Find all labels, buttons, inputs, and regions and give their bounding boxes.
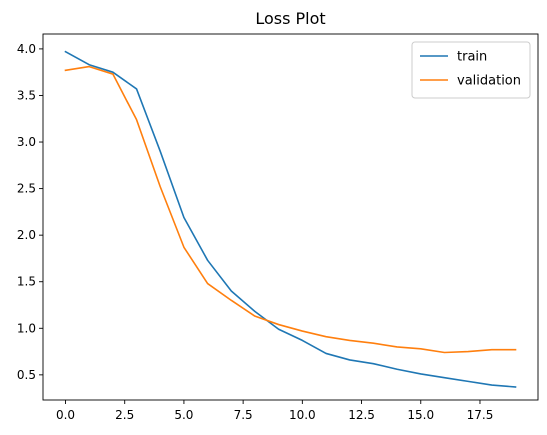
legend-label-validation: validation <box>457 74 521 89</box>
y-tick-label: 2.5 <box>17 182 36 196</box>
x-tick-label: 15.0 <box>407 408 434 422</box>
y-tick-label: 2.0 <box>17 228 36 242</box>
series-line-train <box>64 50 517 388</box>
x-tick-label: 7.5 <box>234 408 253 422</box>
series-line-validation <box>64 65 517 354</box>
y-tick-label: 3.5 <box>17 88 36 102</box>
y-tick-label: 4.0 <box>17 42 36 56</box>
y-tick-label: 1.0 <box>17 321 36 335</box>
x-tick-label: 5.0 <box>174 408 193 422</box>
plot-frame <box>42 33 539 401</box>
x-tick-label: 12.5 <box>348 408 375 422</box>
plot-area <box>64 50 517 388</box>
x-tick-label: 17.5 <box>467 408 494 422</box>
y-tick-label: 0.5 <box>17 368 36 382</box>
x-tick-label: 0.0 <box>56 408 75 422</box>
y-tick-label: 1.5 <box>17 275 36 289</box>
axes: 0.0 2.5 5.0 7.5 10.0 12.5 15.0 17.5 0.5 1.0 1.5 2.0… <box>17 33 539 422</box>
chart-title: Loss Plot <box>255 9 325 28</box>
x-tick-label: 2.5 <box>115 408 134 422</box>
legend: train validation <box>411 41 531 99</box>
y-tick-label: 3.0 <box>17 135 36 149</box>
legend-label-train: train <box>457 50 487 65</box>
x-tick-label: 10.0 <box>289 408 316 422</box>
